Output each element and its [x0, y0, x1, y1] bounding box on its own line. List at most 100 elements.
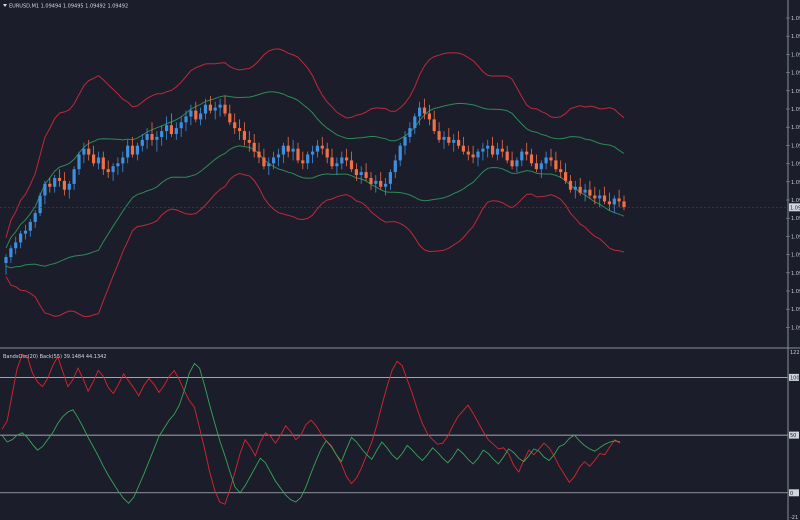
- candle: [447, 128, 451, 146]
- candle: [598, 189, 602, 208]
- candle: [169, 113, 173, 137]
- candle: [622, 195, 626, 211]
- price-tick-label: 1.09: [791, 289, 800, 295]
- price-tick-label: 1.09: [791, 325, 800, 331]
- candle: [593, 186, 597, 205]
- oscillator-tick-label: 122: [790, 350, 800, 356]
- candle: [238, 119, 242, 140]
- candle: [87, 139, 91, 161]
- candle: [276, 148, 281, 167]
- candle: [452, 134, 456, 152]
- candle: [554, 151, 558, 173]
- band-inner-upper: [5, 91, 625, 249]
- candle: [233, 113, 237, 134]
- band-inner-lower: [5, 145, 625, 269]
- candle: [184, 110, 188, 132]
- candle: [413, 113, 417, 134]
- band-outer-lower: [5, 172, 625, 317]
- candle: [418, 101, 422, 126]
- oscillator-level-marker: [789, 489, 799, 497]
- candle: [23, 224, 28, 240]
- candle: [520, 148, 524, 167]
- candle: [461, 136, 465, 155]
- candle: [564, 163, 568, 184]
- candle: [311, 145, 315, 164]
- candle: [286, 136, 290, 158]
- candle: [218, 98, 222, 117]
- candle: [340, 151, 344, 170]
- candle: [262, 148, 266, 170]
- candle: [62, 172, 66, 196]
- candle: [539, 160, 543, 178]
- oscillator-tick-label: 100: [790, 375, 800, 381]
- price-tick-label: 1.09: [791, 143, 800, 149]
- candle: [106, 160, 110, 178]
- price-tick-label: 1.09: [791, 180, 800, 186]
- candle: [267, 157, 271, 175]
- candle: [437, 122, 441, 143]
- candle: [272, 151, 276, 170]
- candle: [427, 104, 431, 126]
- candle: [301, 151, 305, 170]
- candle: [612, 195, 616, 214]
- candle: [384, 178, 388, 196]
- candle: [335, 157, 339, 175]
- candle: [130, 136, 135, 158]
- candle: [325, 142, 329, 164]
- oscillator-series-red: [1, 353, 621, 505]
- price-tick-label: 1.09: [791, 34, 800, 40]
- price-tick-label: 1.09: [791, 198, 800, 204]
- indicator-info-label: BandsOsc(20) Back(55) 39.1484 44.1342: [3, 354, 107, 360]
- oscillator-series-green: [1, 362, 621, 504]
- candle: [72, 166, 76, 190]
- band-outer-upper: [5, 48, 625, 238]
- candle: [515, 157, 519, 173]
- candle: [257, 142, 261, 164]
- candle: [67, 180, 71, 199]
- candle: [53, 175, 57, 193]
- candle: [28, 219, 32, 237]
- candle: [111, 163, 115, 181]
- candle: [101, 151, 105, 175]
- candle: [422, 98, 427, 120]
- candle: [481, 142, 485, 161]
- candle: [583, 183, 587, 202]
- candle: [155, 131, 159, 152]
- candle: [374, 175, 378, 193]
- main-price-pane[interactable]: [0, 48, 788, 317]
- oscillator-tick-label: -21: [790, 515, 798, 520]
- candle: [126, 139, 130, 164]
- candle: [568, 175, 573, 193]
- candle: [9, 245, 13, 263]
- candle: [525, 142, 529, 161]
- candle: [242, 122, 246, 146]
- candle: [354, 163, 358, 181]
- candle: [223, 95, 227, 117]
- price-tick-label: 1.09: [791, 216, 800, 222]
- chevron-down-icon[interactable]: [3, 4, 7, 7]
- candle: [281, 142, 285, 164]
- candle: [442, 131, 446, 149]
- candle: [330, 148, 334, 170]
- candle: [57, 169, 62, 187]
- candle: [4, 254, 8, 275]
- candle: [549, 148, 553, 167]
- candle: [457, 131, 461, 149]
- candle: [398, 142, 402, 167]
- candle: [189, 104, 193, 126]
- symbol-info-label: EURUSD,M1 1.09494 1.09495 1.09492 1.0949…: [9, 4, 128, 10]
- oscillator-pane[interactable]: [0, 353, 788, 505]
- candle: [388, 169, 392, 190]
- candle: [403, 131, 407, 155]
- candle: [486, 139, 490, 158]
- candle: [203, 98, 208, 120]
- candle: [544, 151, 548, 170]
- candle: [345, 148, 349, 167]
- candle: [165, 116, 169, 140]
- candle: [471, 145, 475, 164]
- oscillator-level-marker: [789, 431, 799, 439]
- candle: [476, 148, 480, 167]
